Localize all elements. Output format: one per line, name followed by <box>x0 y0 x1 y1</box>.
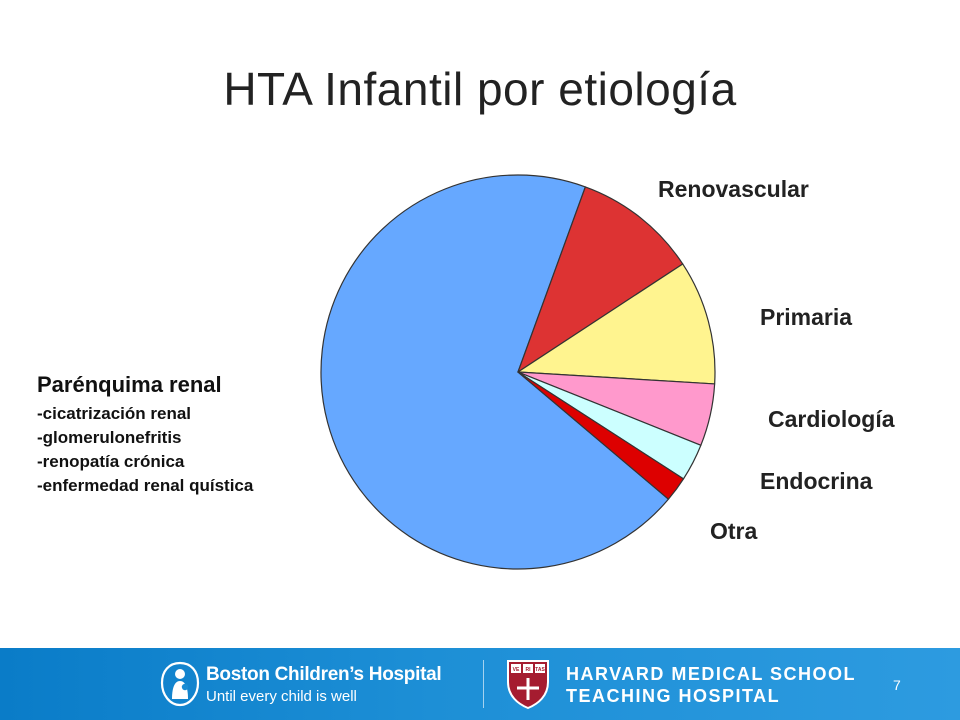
label-cardiologia: Cardiología <box>768 406 895 432</box>
parenquima-detail: -cicatrización renal <box>37 404 192 423</box>
boston-childrens-logo-icon <box>160 661 200 707</box>
hms-teaching: TEACHING HOSPITAL <box>566 686 781 706</box>
label-primaria: Primaria <box>760 304 853 330</box>
bch-name: Boston Children’s Hospital <box>206 664 442 685</box>
parenquima-heading: Parénquima renal <box>37 372 222 397</box>
hms-name: HARVARD MEDICAL SCHOOL <box>566 664 857 684</box>
label-endocrina: Endocrina <box>760 468 873 494</box>
pie-slice-otra <box>517 371 685 500</box>
parenquima-detail: -renopatía crónica <box>37 452 185 471</box>
pie-chart <box>320 174 716 570</box>
shield-text: VE <box>513 667 520 673</box>
slide-title: HTA Infantil por etiología <box>223 63 737 115</box>
page-number: 7 <box>893 677 901 693</box>
bch-tagline: Until every child is well <box>206 688 357 705</box>
pie-slice-primaria <box>517 263 716 385</box>
label-renovascular: Renovascular <box>658 176 809 202</box>
parenquima-detail: -glomerulonefritis <box>37 428 182 447</box>
parenquima-detail: -enfermedad renal quística <box>37 476 254 495</box>
pie-slice-par-nquima-renal <box>320 174 670 570</box>
shield-text: RI <box>526 667 532 673</box>
label-otra: Otra <box>710 518 758 544</box>
shield-text: TAS <box>535 667 545 673</box>
footer-bar <box>0 648 960 720</box>
pie-slice-renovascular <box>517 186 684 373</box>
label-parenquima-renal: Parénquima renal -cicatrización renal -g… <box>37 372 253 498</box>
harvard-shield-icon: VE RI TAS <box>507 660 549 710</box>
footer-divider <box>483 660 484 708</box>
